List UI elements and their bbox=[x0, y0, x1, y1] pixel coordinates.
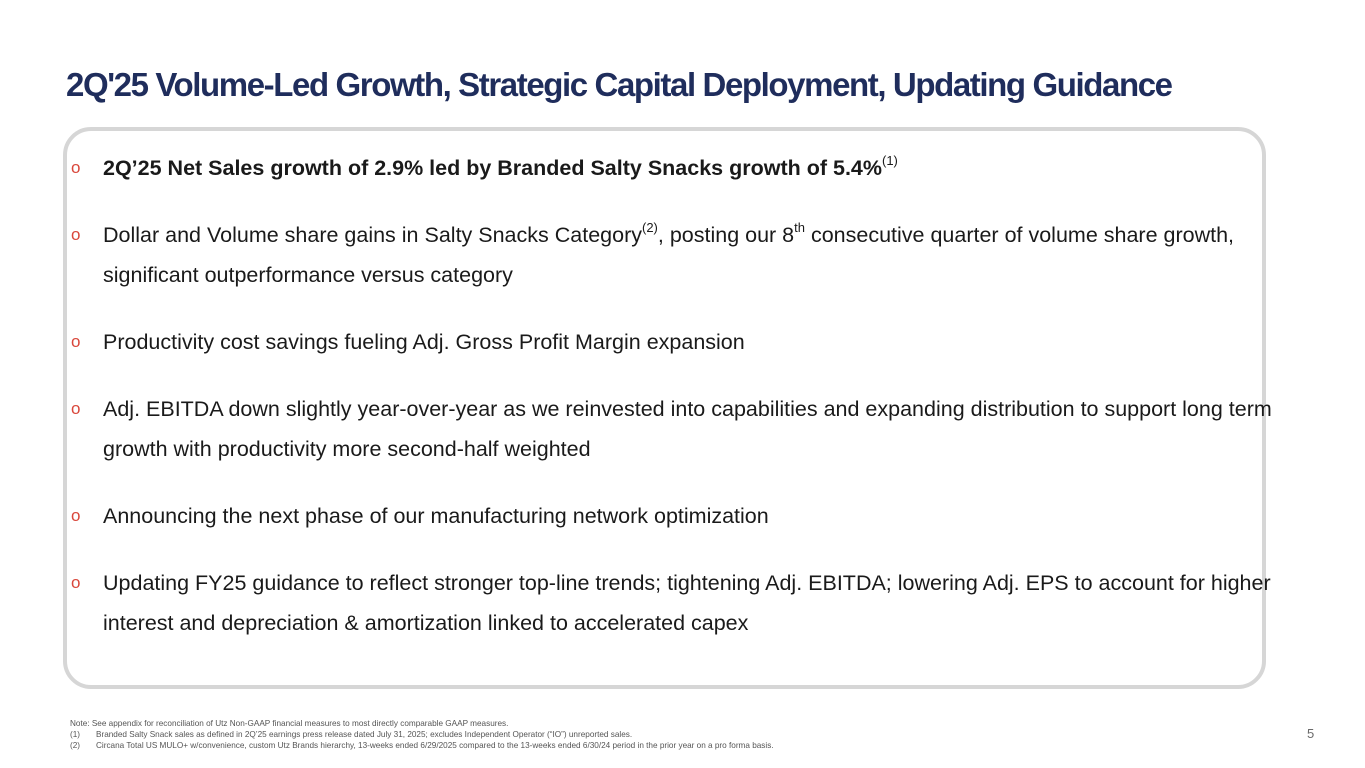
bullet-text: 2Q’25 Net Sales growth of 2.9% led by Br… bbox=[103, 156, 882, 180]
page-number: 5 bbox=[1307, 726, 1315, 741]
bullet-text: , posting our 8 bbox=[657, 223, 795, 247]
footnote-item: (2) Circana Total US MULO+ w/convenience,… bbox=[70, 740, 774, 751]
bullet-item: o Announcing the next phase of our manuf… bbox=[70, 496, 1280, 536]
bullet-list: o 2Q’25 Net Sales growth of 2.9% led by … bbox=[70, 148, 1280, 670]
bullet-marker-icon: o bbox=[71, 399, 81, 418]
footnote-number: (1) bbox=[70, 730, 81, 739]
bullet-item: o Productivity cost savings fueling Adj.… bbox=[70, 322, 1280, 362]
footnote-ref: (1) bbox=[882, 152, 898, 168]
bullet-item: o Dollar and Volume share gains in Salty… bbox=[70, 215, 1280, 295]
bullet-text: Updating FY25 guidance to reflect strong… bbox=[103, 571, 1271, 635]
bullet-marker-icon: o bbox=[71, 158, 81, 177]
bullet-text: Announcing the next phase of our manufac… bbox=[103, 504, 769, 528]
bullet-item: o 2Q’25 Net Sales growth of 2.9% led by … bbox=[70, 148, 1280, 188]
footnote-ref: (2) bbox=[641, 219, 658, 235]
footnote-text: Branded Salty Snack sales as defined in … bbox=[96, 730, 633, 739]
bullet-marker-icon: o bbox=[71, 225, 81, 244]
footnote-note: Note: See appendix for reconciliation of… bbox=[70, 719, 509, 728]
bullet-marker-icon: o bbox=[71, 573, 81, 592]
bullet-text: Dollar and Volume share gains in Salty S… bbox=[103, 223, 642, 247]
footnote-text: Circana Total US MULO+ w/convenience, cu… bbox=[96, 741, 774, 750]
footnote-number: (2) bbox=[70, 741, 81, 750]
bullet-marker-icon: o bbox=[71, 332, 81, 351]
footnote-item: (1) Branded Salty Snack sales as defined … bbox=[70, 729, 774, 740]
bullet-text: consecutive quarter of volume share grow… bbox=[103, 223, 1235, 287]
footnotes: Note: See appendix for reconciliation of… bbox=[70, 718, 774, 751]
bullet-text: Productivity cost savings fueling Adj. G… bbox=[103, 330, 745, 354]
bullet-item: o Adj. EBITDA down slightly year-over-ye… bbox=[70, 389, 1280, 469]
ordinal-suffix: th bbox=[794, 219, 805, 235]
slide-title: 2Q'25 Volume-Led Growth, Strategic Capit… bbox=[66, 66, 1173, 103]
bullet-marker-icon: o bbox=[71, 506, 81, 525]
content-panel bbox=[63, 127, 1266, 689]
bullet-item: o Updating FY25 guidance to reflect stro… bbox=[70, 563, 1280, 643]
bullet-text: Adj. EBITDA down slightly year-over-year… bbox=[103, 397, 1272, 461]
